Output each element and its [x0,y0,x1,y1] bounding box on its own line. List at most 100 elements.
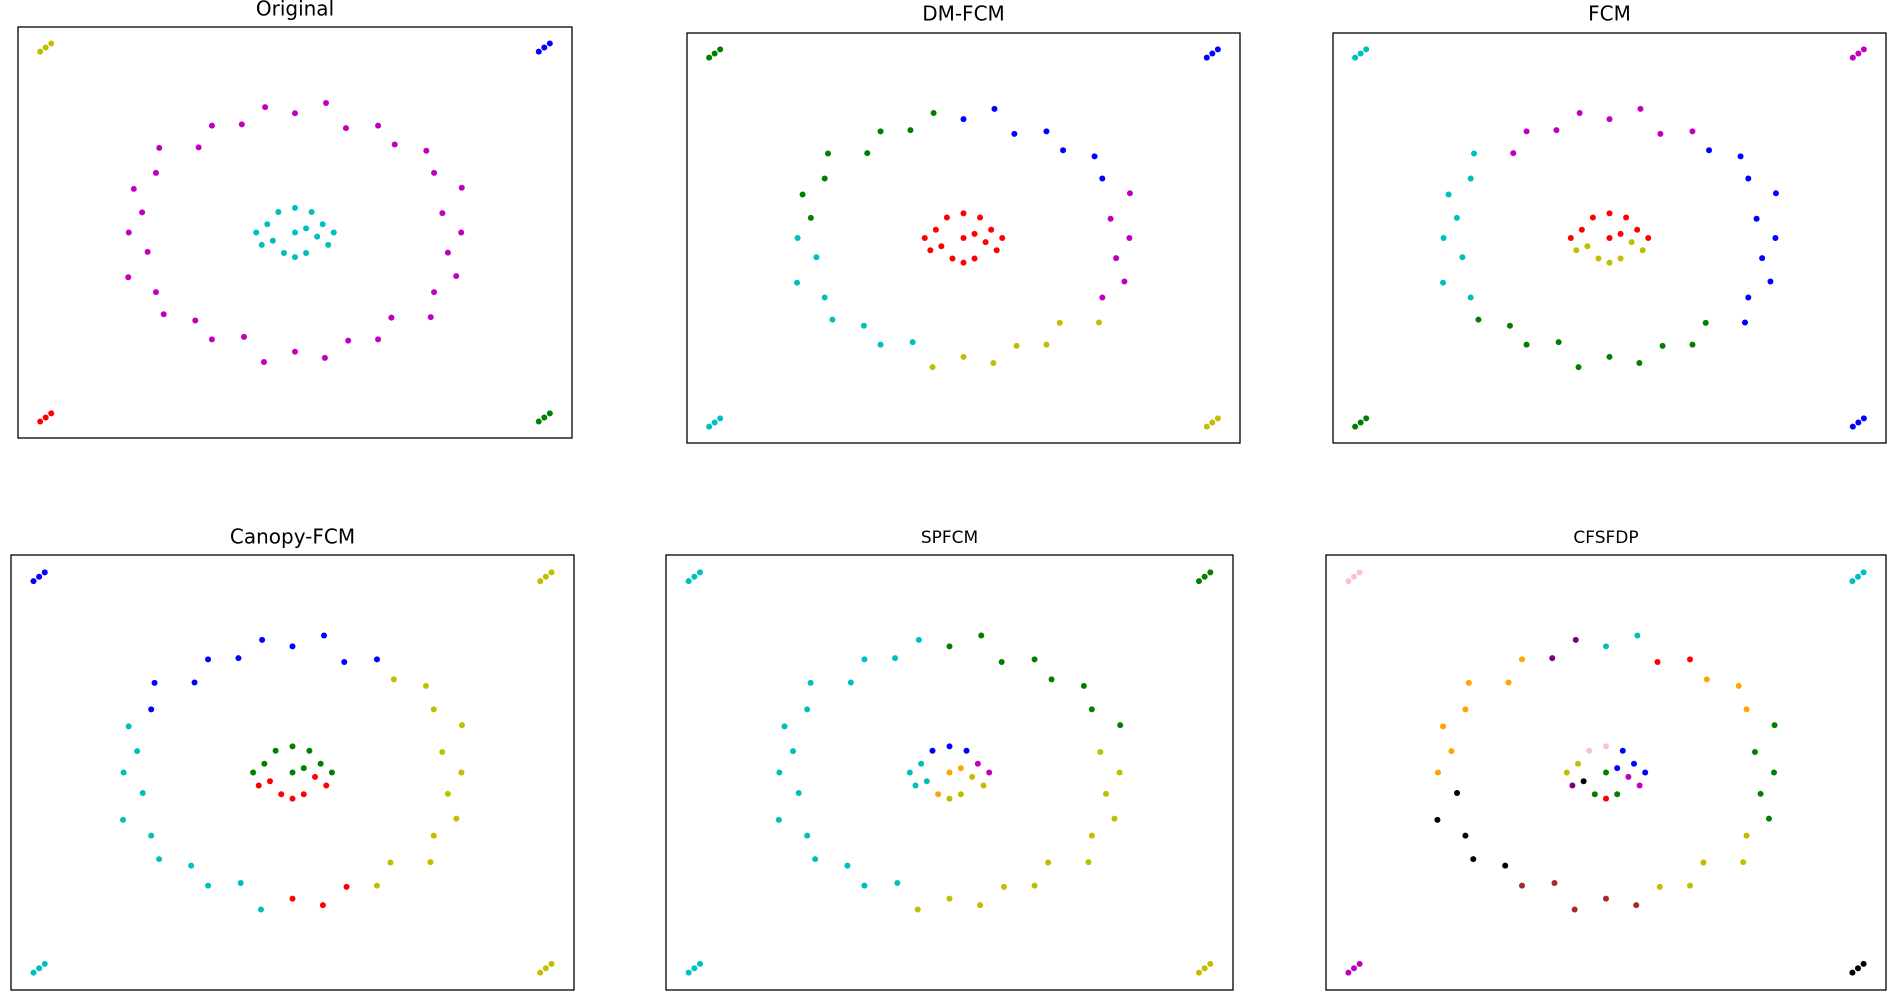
point [957,791,964,798]
point [375,122,382,129]
point [1575,760,1581,767]
point [537,969,544,976]
point [938,243,945,250]
point [790,748,797,755]
point [706,54,713,61]
point [1363,46,1370,53]
point [1576,109,1583,116]
point [292,229,298,236]
point [266,778,273,785]
point [208,122,215,129]
point [1849,969,1856,976]
point [1772,190,1779,197]
point [1849,578,1856,585]
point [431,289,438,296]
point [37,418,44,425]
point [458,229,465,236]
point [1614,791,1621,798]
point [1195,969,1202,976]
point [912,782,919,789]
point [1617,230,1624,237]
point [1207,960,1214,967]
point [1603,895,1609,902]
point [262,104,269,111]
point [978,632,985,639]
point [444,249,451,256]
point [48,410,55,417]
point [319,221,326,228]
point [1745,175,1752,182]
point [860,322,867,329]
point [1687,656,1693,663]
point [458,769,465,776]
point [1470,856,1477,863]
plot-frame [10,554,575,991]
point [321,632,328,639]
point [1656,883,1663,890]
point [390,676,397,683]
point [1445,191,1452,198]
point [977,902,984,909]
point [152,289,159,296]
point [1502,862,1509,869]
point [1772,235,1779,241]
point [825,150,832,157]
point [430,832,437,839]
point [1767,278,1774,285]
point [30,969,37,976]
point [861,656,868,663]
point [691,965,698,972]
point [130,185,137,192]
point [1048,676,1055,683]
point [781,723,788,730]
point [1459,254,1466,261]
point [423,147,430,154]
point [1860,960,1867,967]
point [946,895,953,902]
point [1765,815,1772,822]
point [188,862,195,869]
point [1107,215,1114,222]
point [1099,294,1106,301]
point [1031,882,1038,889]
point [427,314,434,321]
point [1214,415,1221,422]
plot-frame [665,554,1234,991]
point [1203,54,1210,61]
point [963,747,970,754]
point [328,769,335,776]
point [1637,105,1644,112]
point [1633,902,1640,909]
point [306,747,313,754]
point [1085,859,1092,866]
point [1703,676,1710,683]
point [1345,578,1352,585]
point [343,883,350,890]
point [1603,795,1609,802]
point [1467,175,1474,182]
point [257,906,264,913]
point [36,965,43,972]
point [943,214,950,221]
point [999,235,1006,241]
point [303,250,310,257]
point [1523,128,1530,135]
point [1631,760,1637,767]
point [1214,46,1221,53]
point [537,578,544,585]
point [960,353,967,360]
point [535,418,542,425]
point [195,144,202,151]
point [1209,50,1216,57]
point [300,765,307,772]
point [1203,423,1210,430]
point [697,960,704,967]
point [909,339,916,346]
chart-title: DM-FCM [922,2,1005,26]
point [1860,569,1867,576]
point [974,760,981,767]
point [1743,706,1750,713]
point [260,358,267,365]
point [272,747,279,754]
point [546,410,553,417]
